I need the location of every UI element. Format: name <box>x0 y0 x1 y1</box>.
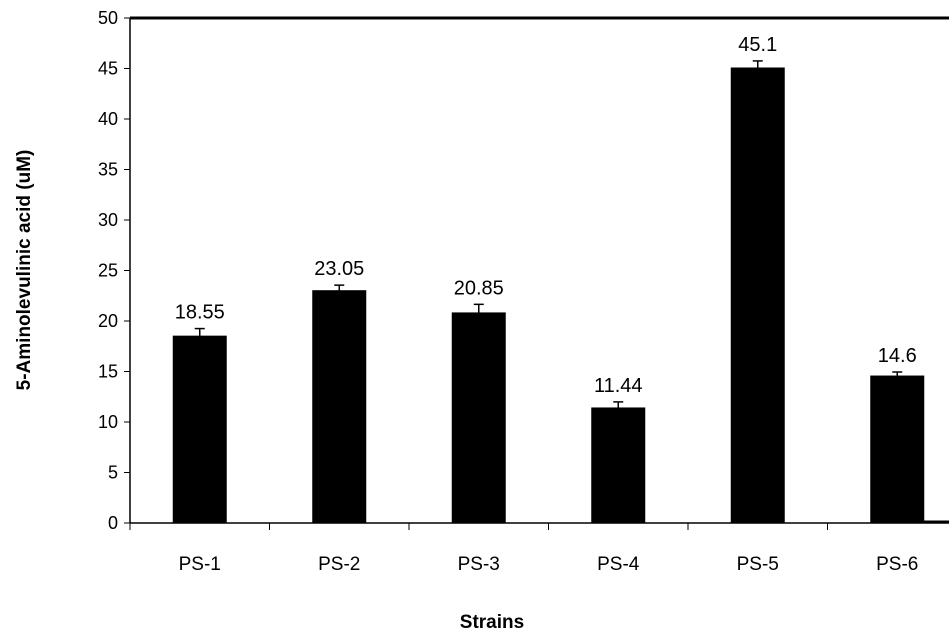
y-tick-label: 25 <box>98 261 118 281</box>
y-tick-label: 15 <box>98 362 118 382</box>
error-bars <box>194 60 903 414</box>
data-label: 45.1 <box>738 34 777 56</box>
bar <box>730 67 785 524</box>
y-tick-label: 50 <box>98 8 118 28</box>
y-tick-label: 20 <box>98 311 118 331</box>
x-tick-label: PS-3 <box>458 554 500 575</box>
data-label: 18.55 <box>175 302 225 324</box>
x-tick-label: PS-1 <box>179 554 221 575</box>
bar <box>451 312 506 523</box>
bars <box>172 67 925 524</box>
y-tick-label: 10 <box>98 412 118 432</box>
bar <box>870 375 925 523</box>
bar <box>312 290 367 523</box>
y-tick-label: 5 <box>108 463 118 483</box>
y-tick-label: 0 <box>108 513 118 533</box>
x-axis-ticks: PS-1 PS-2 PS-3 PS-4 PS-5 PS-6 <box>129 523 918 575</box>
bar <box>591 407 646 523</box>
y-axis-ticks: 0 5 10 15 20 25 30 35 40 45 50 <box>98 8 130 533</box>
data-label: 23.05 <box>314 258 364 280</box>
x-tick-label: PS-5 <box>737 554 779 575</box>
data-label: 20.85 <box>454 277 504 299</box>
y-axis-title: 5-Aminolevulinic acid (uM) <box>14 150 35 391</box>
x-tick-label: PS-4 <box>597 554 640 575</box>
y-tick-label: 30 <box>98 210 118 230</box>
y-tick-label: 40 <box>98 109 118 129</box>
y-tick-label: 35 <box>98 160 118 180</box>
x-tick-label: PS-6 <box>876 554 918 575</box>
data-labels: 18.55 23.05 20.85 11.44 45.1 14.6 <box>175 34 917 397</box>
x-axis-title: Strains <box>460 612 524 632</box>
bar <box>172 335 227 523</box>
x-tick-label: PS-2 <box>318 554 360 575</box>
data-label: 14.6 <box>878 345 917 367</box>
data-label: 11.44 <box>594 375 643 397</box>
y-tick-label: 45 <box>98 59 118 79</box>
